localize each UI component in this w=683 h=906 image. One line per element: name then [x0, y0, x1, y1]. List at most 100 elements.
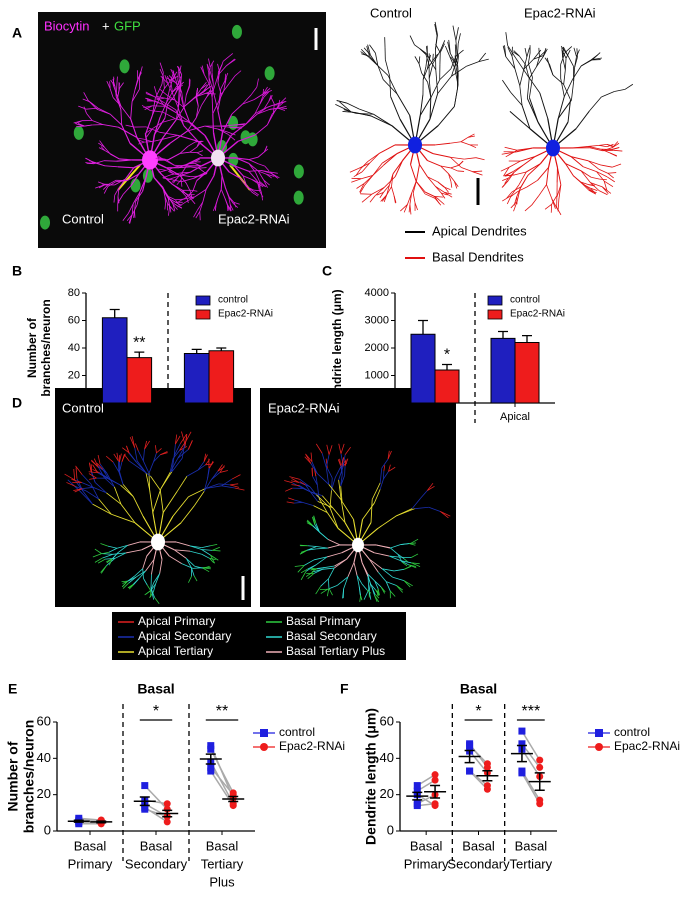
- dendrite: [286, 501, 294, 504]
- tracing-label: Epac2-RNAi: [524, 5, 596, 20]
- dendrite: [155, 157, 165, 161]
- dendrite: [228, 196, 234, 204]
- y-tick-label: 60: [380, 713, 394, 728]
- dendrite: [313, 568, 323, 574]
- dendrite: [144, 115, 153, 135]
- dendrite: [102, 551, 110, 555]
- dendrite: [318, 497, 328, 513]
- dendrite: [342, 454, 346, 466]
- dendrite: [558, 184, 562, 200]
- dendrite: [515, 57, 527, 75]
- dendrite: [382, 568, 395, 572]
- dendrite: [217, 189, 222, 199]
- dendrite: [376, 64, 389, 76]
- dendrite: [588, 189, 597, 195]
- dendrite: [416, 164, 420, 181]
- dendrite: [319, 531, 329, 540]
- dendrite: [307, 573, 315, 580]
- dendrite: [179, 174, 187, 184]
- dendrite: [326, 512, 339, 529]
- dendrite: [524, 204, 532, 212]
- dendrite: [102, 553, 113, 559]
- dendrite: [164, 174, 172, 178]
- dendrite: [427, 82, 432, 98]
- gfp-cell: [40, 215, 51, 230]
- dendrite: [192, 567, 203, 569]
- dendrite: [91, 460, 99, 468]
- dendrite: [336, 99, 348, 104]
- point: [536, 800, 544, 808]
- dendrite: [526, 73, 541, 94]
- dendrite: [162, 119, 177, 138]
- dendrite: [589, 147, 603, 152]
- dendrite: [220, 80, 226, 90]
- x-tick-label: Basal: [74, 838, 107, 853]
- dendrite: [300, 568, 308, 574]
- dendrite: [110, 153, 120, 160]
- dendrite: [502, 180, 509, 188]
- dendrite: [389, 555, 402, 558]
- dendrite: [202, 567, 211, 570]
- dendrite: [162, 491, 178, 513]
- dendrite: [191, 567, 195, 576]
- dendrite: [457, 74, 459, 89]
- dendrite: [326, 444, 330, 455]
- dendrite: [179, 146, 189, 154]
- dendrite: [409, 35, 415, 45]
- dendrite: [546, 184, 553, 199]
- dendrite: [166, 177, 174, 181]
- dendrite: [171, 458, 183, 472]
- dendrite: [179, 166, 190, 169]
- pair-line: [521, 730, 541, 761]
- dendrite: [234, 70, 242, 77]
- dendrite: [152, 488, 162, 513]
- dendrite: [346, 102, 360, 110]
- dendrite: [571, 81, 575, 101]
- dendrite: [193, 171, 207, 179]
- dendrite: [307, 546, 317, 551]
- point: [413, 782, 421, 790]
- dendrite: [172, 204, 176, 211]
- dendrite: [344, 446, 351, 455]
- dendrite: [393, 195, 397, 203]
- gfp-cell: [73, 125, 84, 140]
- x-tick-label: Primary: [68, 856, 113, 871]
- dendrite: [427, 176, 436, 187]
- dendrite: [612, 163, 622, 168]
- stain-label: GFP: [114, 18, 141, 33]
- dendrite: [148, 473, 151, 490]
- dendrite: [154, 83, 163, 99]
- dendrite: [145, 91, 155, 97]
- dendrite: [409, 204, 412, 215]
- dendrite: [338, 443, 342, 454]
- dendrite: [219, 465, 225, 473]
- dendrite: [356, 575, 363, 585]
- dendrite: [231, 474, 241, 480]
- dendrite: [454, 181, 459, 187]
- dendrite: [306, 520, 313, 527]
- dendrite: [172, 203, 178, 210]
- dendrite: [195, 97, 199, 107]
- dendrite: [449, 56, 456, 69]
- dendrite: [290, 480, 300, 483]
- dendrite: [138, 141, 145, 145]
- point: [518, 769, 526, 777]
- dendrite: [228, 75, 236, 85]
- dendrite: [251, 179, 260, 184]
- dendrite: [580, 170, 592, 178]
- dendrite: [257, 151, 265, 158]
- dendrite: [172, 496, 189, 517]
- gfp-cell: [247, 132, 258, 147]
- dendrite: [425, 54, 430, 65]
- dendrite: [380, 194, 387, 202]
- dendrite: [144, 128, 153, 134]
- dendrite: [131, 203, 134, 215]
- dendrite: [299, 485, 310, 492]
- dendrite: [478, 52, 487, 62]
- dendrite: [614, 89, 625, 92]
- dendrite: [302, 501, 314, 507]
- dendrite: [95, 184, 104, 189]
- significance: **: [216, 703, 228, 720]
- dendrite: [580, 59, 592, 67]
